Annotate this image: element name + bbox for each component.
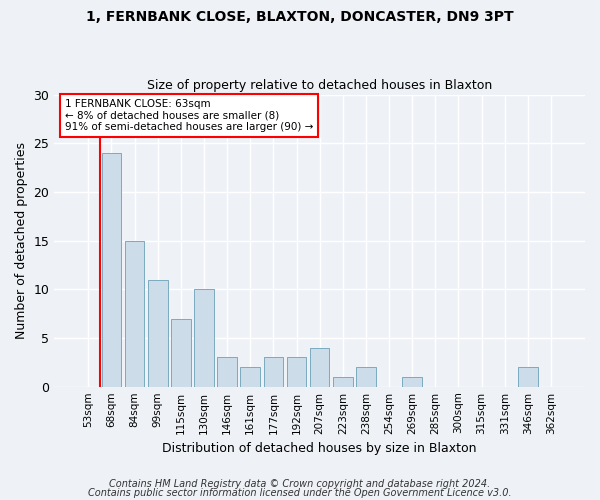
Y-axis label: Number of detached properties: Number of detached properties — [15, 142, 28, 339]
Bar — [148, 280, 167, 386]
Bar — [310, 348, 329, 387]
Bar — [403, 377, 422, 386]
Bar — [241, 367, 260, 386]
Bar — [217, 358, 237, 386]
Bar — [518, 367, 538, 386]
Title: Size of property relative to detached houses in Blaxton: Size of property relative to detached ho… — [147, 79, 492, 92]
Bar — [101, 153, 121, 386]
Bar — [125, 240, 145, 386]
Text: Contains HM Land Registry data © Crown copyright and database right 2024.: Contains HM Land Registry data © Crown c… — [109, 479, 491, 489]
Text: 1, FERNBANK CLOSE, BLAXTON, DONCASTER, DN9 3PT: 1, FERNBANK CLOSE, BLAXTON, DONCASTER, D… — [86, 10, 514, 24]
X-axis label: Distribution of detached houses by size in Blaxton: Distribution of detached houses by size … — [163, 442, 477, 455]
Bar — [287, 358, 307, 386]
Text: Contains public sector information licensed under the Open Government Licence v3: Contains public sector information licen… — [88, 488, 512, 498]
Bar — [333, 377, 353, 386]
Bar — [356, 367, 376, 386]
Bar — [194, 290, 214, 386]
Bar — [263, 358, 283, 386]
Bar — [171, 318, 191, 386]
Text: 1 FERNBANK CLOSE: 63sqm
← 8% of detached houses are smaller (8)
91% of semi-deta: 1 FERNBANK CLOSE: 63sqm ← 8% of detached… — [65, 99, 313, 132]
